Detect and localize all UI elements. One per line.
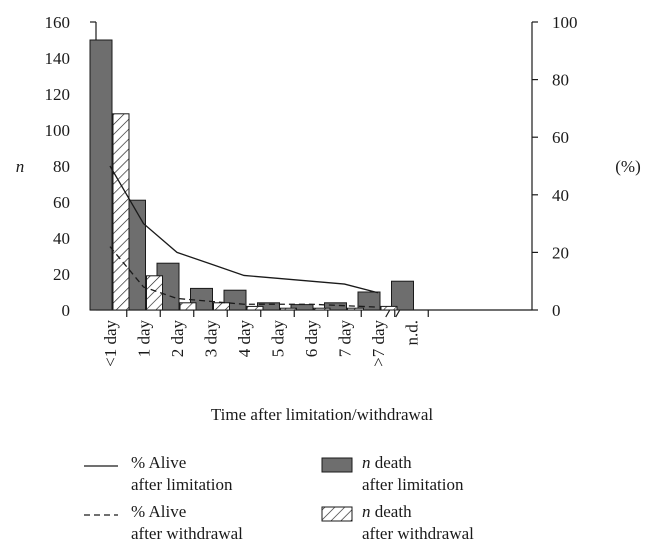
bar-death-after-withdrawal	[246, 305, 264, 311]
bars	[89, 39, 414, 311]
y-tick-label-left: 140	[45, 49, 71, 68]
x-tick-label: 1 day	[135, 320, 154, 358]
legend-label: after withdrawal	[362, 524, 474, 543]
y-tick-label-right: 40	[552, 186, 569, 205]
y-tick-label-left: 40	[53, 229, 70, 248]
tick-labels: 0 20 40 60 80 100 120 140 160 0 20 40 60 80 100 <1 day 1…	[45, 13, 578, 367]
y-tick-label-left: 80	[53, 157, 70, 176]
line-alive-after-withdrawal	[109, 246, 379, 308]
x-tick-label: 2 day	[168, 320, 187, 358]
bar-death-after-withdrawal	[112, 113, 130, 311]
bar-death-after-withdrawal	[213, 302, 230, 311]
x-tick-label: 3 day	[202, 320, 221, 358]
y-tick-label-left: 20	[53, 265, 70, 284]
y-tick-label-right: 80	[552, 71, 569, 90]
bar-death-after-withdrawal	[380, 305, 398, 311]
y-tick-label-right: 60	[552, 128, 569, 147]
bar-death-after-withdrawal	[179, 302, 197, 311]
bar-death-after-limitation	[324, 302, 347, 311]
y-tick-label-left: 0	[62, 301, 71, 320]
y-tick-label-right: 0	[552, 301, 561, 320]
x-tick-label: n.d.	[403, 320, 422, 346]
legend-symbol-bar-solid	[321, 457, 353, 473]
x-tick-label: 5 day	[269, 320, 288, 358]
x-axis-label: Time after limitation/withdrawal	[211, 405, 433, 424]
y-axis-right-label: (%)	[615, 157, 640, 176]
y-tick-label-left: 100	[45, 121, 71, 140]
x-tick-label: >7 day	[369, 320, 388, 367]
y-tick-label-left: 160	[45, 13, 71, 32]
series-lines	[109, 165, 379, 308]
bar-death-after-limitation	[391, 280, 414, 311]
x-tick-label: 4 day	[235, 320, 254, 358]
y-tick-label-right: 20	[552, 243, 569, 262]
x-tick-label: 6 day	[302, 320, 321, 358]
line-alive-after-limitation	[109, 165, 379, 294]
legend-label: % Alive	[131, 453, 186, 472]
bar-death-after-withdrawal	[347, 307, 364, 311]
bar-death-after-limitation	[357, 291, 381, 311]
y-tick-label-right: 100	[552, 13, 578, 32]
legend-label: % Alive	[131, 502, 186, 521]
legend: % Alive after limitation n death after l…	[84, 453, 474, 543]
legend-symbol-bar-hatched	[321, 506, 353, 522]
legend-label: after limitation	[131, 475, 233, 494]
legend-label: after withdrawal	[131, 524, 243, 543]
legend-label: n death	[362, 453, 412, 472]
x-tick-label: 7 day	[336, 320, 355, 358]
legend-label: after limitation	[362, 475, 464, 494]
bar-death-after-withdrawal	[313, 307, 331, 311]
x-tick-label: <1 day	[101, 320, 120, 367]
bar-death-after-limitation	[89, 39, 113, 311]
legend-label: n death	[362, 502, 412, 521]
y-tick-label-left: 60	[53, 193, 70, 212]
y-axis-left-label: n	[16, 157, 25, 176]
bar-death-after-withdrawal	[280, 307, 297, 311]
y-tick-label-left: 120	[45, 85, 71, 104]
